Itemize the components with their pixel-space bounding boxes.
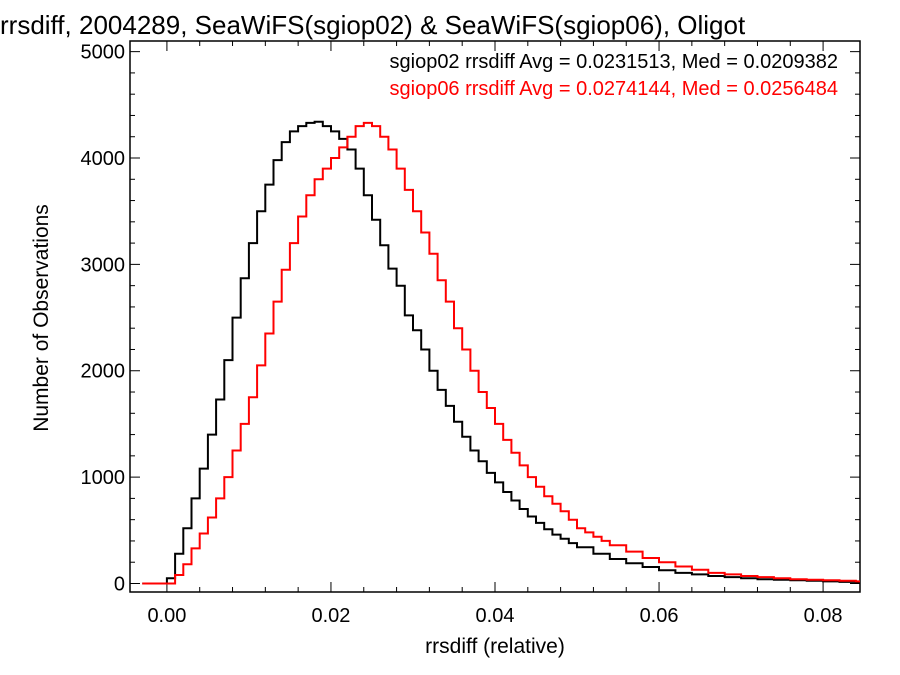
chart-title: rrsdiff, 2004289, SeaWiFS(sgiop02) & Sea… bbox=[0, 10, 746, 40]
y-axis-label: Number of Observations bbox=[30, 204, 53, 432]
x-axis-label: rrsdiff (relative) bbox=[425, 635, 565, 658]
y-tick-label: 1000 bbox=[81, 467, 126, 489]
y-tick-label: 4000 bbox=[81, 148, 126, 170]
x-tick-label: 0.00 bbox=[147, 605, 186, 627]
x-tick-label: 0.04 bbox=[476, 605, 515, 627]
series-line-sgiop06 bbox=[142, 121, 860, 585]
y-tick-label: 5000 bbox=[81, 42, 126, 64]
y-tick-label: 0 bbox=[114, 573, 125, 595]
series-line-sgiop02 bbox=[142, 120, 860, 585]
series-layer bbox=[142, 120, 860, 585]
x-axis-ticks: 0.00 0.02 0.04 0.06 0.08 bbox=[147, 41, 843, 627]
y-tick-label: 3000 bbox=[81, 254, 126, 276]
legend-entry-sgiop02: sgiop02 rrsdiff Avg = 0.0231513, Med = 0… bbox=[390, 51, 839, 73]
y-axis-ticks: 0 1000 2000 3000 4000 5000 bbox=[81, 42, 860, 595]
y-tick-label: 2000 bbox=[81, 361, 126, 383]
x-tick-label: 0.08 bbox=[804, 605, 843, 627]
legend-entry-sgiop06: sgiop06 rrsdiff Avg = 0.0274144, Med = 0… bbox=[390, 78, 839, 100]
plot-border bbox=[129, 40, 861, 593]
plot-frame bbox=[129, 40, 861, 593]
x-tick-label: 0.02 bbox=[311, 605, 350, 627]
x-tick-label: 0.06 bbox=[640, 605, 679, 627]
